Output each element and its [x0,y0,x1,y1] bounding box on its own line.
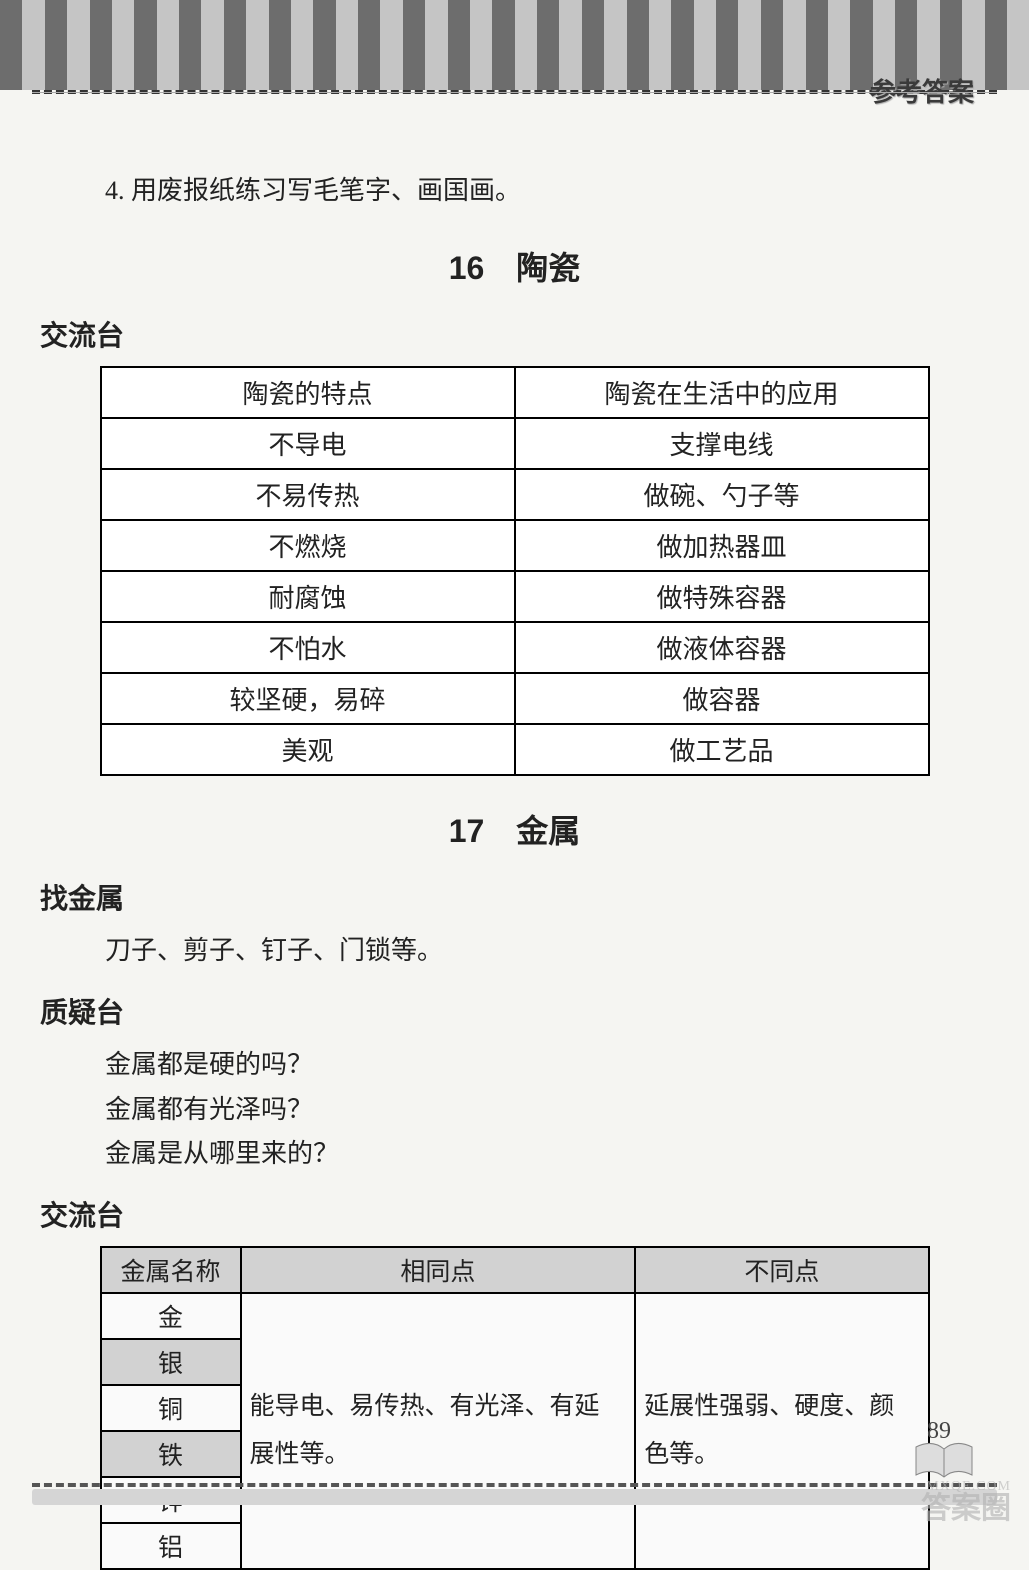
table-metals: 金属名称相同点不同点金能导电、易传热、有光泽、有延展性等。延展性强弱、硬度、颜色… [100,1246,930,1570]
metal-name-cell: 铜 [101,1385,241,1431]
bottom-stripe [32,1489,997,1505]
question-3: 金属是从哪里来的？ [40,1132,989,1176]
sub-find-metals: 找金属 [40,877,989,917]
find-metals-text: 刀子、剪子、钉子、门锁等。 [40,929,989,973]
question-1: 金属都是硬的吗？ [40,1043,989,1087]
metal-name-cell: 银 [101,1339,241,1385]
table-header-cell: 陶瓷在生活中的应用 [515,367,929,418]
sub-questions: 质疑台 [40,991,989,1031]
table-cell: 做容器 [515,673,929,724]
diff-points-cell: 延展性强弱、硬度、颜色等。 [635,1293,928,1569]
table-cell: 做工艺品 [515,724,929,775]
table-cell: 支撑电线 [515,418,929,469]
metal-name-cell: 铝 [101,1523,241,1569]
table-cell: 较坚硬，易碎 [101,673,515,724]
table-header-cell: 金属名称 [101,1247,241,1293]
table-cell: 做碗、勺子等 [515,469,929,520]
table-cell: 做特殊容器 [515,571,929,622]
metal-name-cell: 铁 [101,1431,241,1477]
section-16-title: 16 陶瓷 [40,243,989,289]
table-header-cell: 不同点 [635,1247,928,1293]
bottom-dash-line [32,1483,997,1487]
section-16-sub: 交流台 [40,314,989,354]
table-ceramics-body: 陶瓷的特点陶瓷在生活中的应用不导电支撑电线不易传热做碗、勺子等不燃烧做加热器皿耐… [101,367,929,775]
table-ceramics: 陶瓷的特点陶瓷在生活中的应用不导电支撑电线不易传热做碗、勺子等不燃烧做加热器皿耐… [100,366,930,776]
table-cell: 不导电 [101,418,515,469]
table-metals-body: 金属名称相同点不同点金能导电、易传热、有光泽、有延展性等。延展性强弱、硬度、颜色… [101,1247,929,1569]
sub-exchange-17: 交流台 [40,1194,989,1234]
table-header-cell: 陶瓷的特点 [101,367,515,418]
table-cell: 不怕水 [101,622,515,673]
paragraph-4: 4. 用废报纸练习写毛笔字、画国画。 [40,169,989,213]
watermark-text: 答案圈 [921,1483,1011,1527]
table-cell: 不燃烧 [101,520,515,571]
curve-line [32,94,997,119]
content-area: 4. 用废报纸练习写毛笔字、画国画。 16 陶瓷 交流台 陶瓷的特点陶瓷在生活中… [0,119,1029,1570]
question-2: 金属都有光泽吗？ [40,1088,989,1132]
table-cell: 耐腐蚀 [101,571,515,622]
table-cell: 美观 [101,724,515,775]
book-icon [914,1441,974,1483]
metal-name-cell: 金 [101,1293,241,1339]
table-cell: 不易传热 [101,469,515,520]
section-17-title: 17 金属 [40,806,989,852]
table-cell: 做液体容器 [515,622,929,673]
same-points-cell: 能导电、易传热、有光泽、有延展性等。 [241,1293,636,1569]
table-cell: 做加热器皿 [515,520,929,571]
table-header-cell: 相同点 [241,1247,636,1293]
